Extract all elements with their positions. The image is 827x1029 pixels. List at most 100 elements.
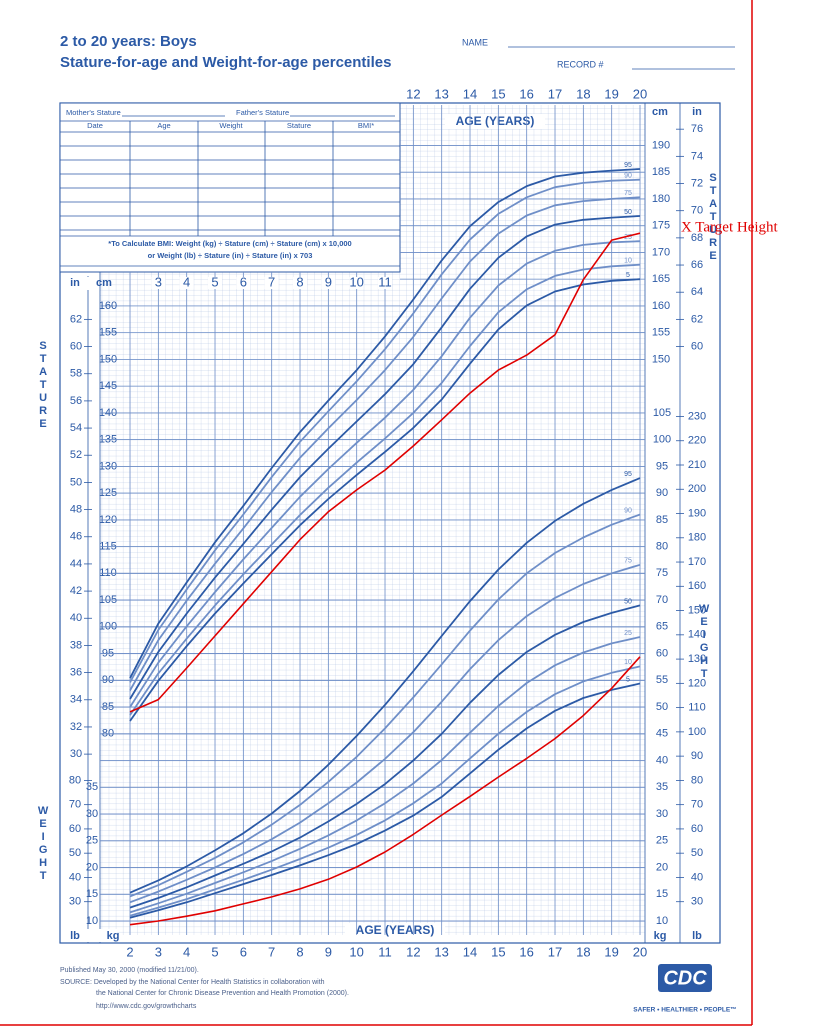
y2-tick-label: 35 bbox=[86, 781, 98, 793]
y-tick-label: 155 bbox=[652, 327, 670, 339]
curve-label: 95 bbox=[624, 162, 632, 169]
in-tick-label: 50 bbox=[70, 476, 82, 488]
unit-label: lb bbox=[692, 930, 702, 942]
in-tick-label: 44 bbox=[70, 558, 82, 570]
x-tick-label: 8 bbox=[296, 274, 303, 289]
in-tick-label: 52 bbox=[70, 449, 82, 461]
curve-label: 5 bbox=[626, 676, 630, 683]
footer-line: the National Center for Chronic Disease … bbox=[96, 990, 349, 997]
x-tick-label: 13 bbox=[434, 944, 448, 959]
unit-label: in bbox=[692, 106, 702, 118]
x-tick-label: 14 bbox=[463, 944, 477, 959]
y2-tick-label: 95 bbox=[656, 460, 668, 472]
record-table: Mother's Stature Father's Stature Date A… bbox=[59, 102, 401, 273]
y-tick-label: 155 bbox=[99, 327, 117, 339]
in-tick-label: 64 bbox=[691, 286, 703, 298]
fathers-stature: Father's Stature bbox=[236, 108, 289, 117]
lb-tick-label: 40 bbox=[691, 871, 703, 883]
lb-tick-label: 170 bbox=[688, 556, 706, 568]
unit-label: kg bbox=[107, 930, 120, 942]
y2-tick-label: 85 bbox=[656, 514, 668, 526]
y2-tick-label: 20 bbox=[656, 861, 668, 873]
percentile-curve bbox=[129, 196, 641, 691]
percentile-curve bbox=[129, 178, 641, 683]
x-tick-label: 2 bbox=[126, 944, 133, 959]
y2-tick-label: 90 bbox=[656, 487, 668, 499]
label-bg bbox=[151, 277, 166, 289]
lb-tick-label: 210 bbox=[688, 459, 706, 471]
tagline: SAFER • HEALTHIER • PEOPLE™ bbox=[633, 1007, 736, 1014]
x-tick-label: 4 bbox=[183, 274, 190, 289]
lb-tick-label: 140 bbox=[688, 629, 706, 641]
curve-label: 25 bbox=[624, 630, 632, 637]
in-tick-label: 34 bbox=[70, 694, 82, 706]
in-tick-label: 58 bbox=[70, 368, 82, 380]
y-tick-label: 145 bbox=[99, 380, 117, 392]
lb-tick-label: 130 bbox=[688, 653, 706, 665]
in-tick-label: 72 bbox=[691, 177, 703, 189]
percentile-curve bbox=[129, 604, 641, 909]
column-header: BMI* bbox=[358, 121, 374, 130]
in-tick-label: 38 bbox=[70, 639, 82, 651]
in-tick-label: 74 bbox=[691, 150, 703, 162]
y2-tick-label: 15 bbox=[86, 888, 98, 900]
curve-label: 75 bbox=[624, 558, 632, 565]
x-tick-label: 8 bbox=[296, 944, 303, 959]
x-tick-label: 3 bbox=[155, 274, 162, 289]
x-tick-label: 16 bbox=[519, 944, 533, 959]
lb-tick-label: 200 bbox=[688, 483, 706, 495]
x-tick-label: 6 bbox=[240, 274, 247, 289]
lb-tick-label: 60 bbox=[691, 823, 703, 835]
in-tick-label: 42 bbox=[70, 585, 82, 597]
y2-tick-label: 25 bbox=[86, 835, 98, 847]
x-tick-label: 3 bbox=[155, 944, 162, 959]
lb-tick-label: 90 bbox=[691, 750, 703, 762]
lb-tick-label: 110 bbox=[688, 702, 706, 714]
label-bg bbox=[378, 277, 392, 289]
x-tick-label: 12 bbox=[406, 944, 420, 959]
y2-tick-label: 100 bbox=[653, 434, 671, 446]
x-tick-label: 19 bbox=[604, 944, 618, 959]
column-header: Stature bbox=[287, 121, 311, 130]
lb-tick-label: 120 bbox=[688, 677, 706, 689]
y-axis-title: STATURE bbox=[707, 172, 719, 263]
lb-tick-label: 230 bbox=[688, 410, 706, 422]
percentile-curve bbox=[129, 240, 641, 708]
x-axis-title: AGE (YEARS) bbox=[456, 114, 535, 128]
in-tick-label: 60 bbox=[691, 340, 703, 352]
y-tick-label: 165 bbox=[652, 273, 670, 285]
percentile-curve bbox=[129, 682, 641, 919]
in-tick-label: 60 bbox=[70, 340, 82, 352]
in-tick-label: 70 bbox=[691, 205, 703, 217]
x-tick-label: 16 bbox=[519, 86, 533, 101]
x-tick-label: 6 bbox=[240, 944, 247, 959]
x-tick-label: 13 bbox=[434, 86, 448, 101]
x-tick-label: 9 bbox=[325, 274, 332, 289]
x-tick-label: 15 bbox=[491, 944, 505, 959]
lb-tick-label: 50 bbox=[691, 847, 703, 859]
percentile-curve bbox=[129, 513, 641, 898]
curve-label: 95 bbox=[624, 471, 632, 478]
label-bg bbox=[264, 277, 279, 289]
drawn-curve bbox=[129, 232, 641, 713]
lb-tick-label: 100 bbox=[688, 726, 706, 738]
unit-label: cm bbox=[96, 277, 112, 289]
record-label: RECORD # bbox=[557, 59, 604, 69]
lb-tick-label: 160 bbox=[688, 580, 706, 592]
y2-tick-label: 30 bbox=[86, 808, 98, 820]
x-tick-label: 18 bbox=[576, 86, 590, 101]
lb-tick-label: 80 bbox=[691, 774, 703, 786]
label-bg bbox=[61, 929, 117, 942]
y2-tick-label: 25 bbox=[656, 835, 668, 847]
x-tick-label: 7 bbox=[268, 944, 275, 959]
label-bg bbox=[293, 277, 307, 289]
logo: CDC bbox=[663, 967, 707, 989]
lb-tick-label: 190 bbox=[688, 507, 706, 519]
in-tick-label: 32 bbox=[70, 721, 82, 733]
x-tick-label: 17 bbox=[548, 86, 562, 101]
column-header: Age bbox=[157, 121, 170, 130]
y-tick-label: 185 bbox=[652, 166, 670, 178]
y2-tick-label: 30 bbox=[656, 808, 668, 820]
curve-label: 5 bbox=[626, 272, 630, 279]
in-tick-label: 68 bbox=[691, 232, 703, 244]
